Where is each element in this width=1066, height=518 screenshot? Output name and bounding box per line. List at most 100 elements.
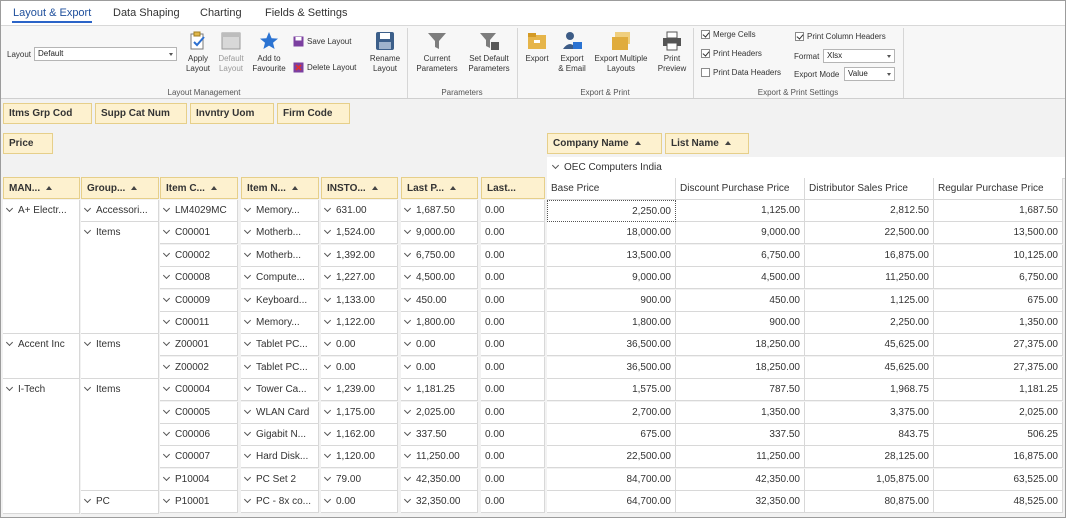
row-cell-item-code[interactable]: Z00002 bbox=[160, 356, 238, 379]
row-cell-last-p[interactable]: 0.00 bbox=[401, 356, 478, 379]
row-group-group[interactable]: PC bbox=[81, 491, 159, 514]
row-cell-item-name[interactable]: PC - 8x co... bbox=[241, 491, 319, 514]
row-cell-insto[interactable]: 0.00 bbox=[321, 356, 398, 379]
row-group-group[interactable]: Accessori... bbox=[81, 200, 159, 223]
value-cell[interactable]: 1,350.00 bbox=[676, 401, 805, 424]
row-cell-last-p[interactable]: 2,025.00 bbox=[401, 401, 478, 424]
layout-select[interactable]: Default bbox=[34, 47, 177, 61]
value-cell[interactable]: 1,181.25 bbox=[934, 379, 1063, 402]
row-cell-insto[interactable]: 631.00 bbox=[321, 200, 398, 222]
value-cell[interactable]: 22,500.00 bbox=[547, 446, 676, 469]
value-cell[interactable]: 2,250.00 bbox=[547, 200, 676, 222]
row-cell-last[interactable]: 0.00 bbox=[481, 200, 545, 222]
print-data-headers-checkbox[interactable]: Print Data Headers bbox=[701, 68, 781, 77]
row-field-item-name[interactable]: Item N... bbox=[241, 177, 319, 199]
row-cell-item-code[interactable]: C00005 bbox=[160, 401, 238, 424]
value-cell[interactable]: 1,968.75 bbox=[805, 379, 934, 402]
row-cell-item-code[interactable]: P10001 bbox=[160, 491, 238, 514]
row-cell-last[interactable]: 0.00 bbox=[481, 267, 545, 290]
value-cell[interactable]: 2,250.00 bbox=[805, 312, 934, 334]
value-cell[interactable]: 2,700.00 bbox=[547, 401, 676, 424]
value-cell[interactable]: 16,875.00 bbox=[934, 446, 1063, 469]
export-mode-select[interactable]: Value bbox=[844, 67, 895, 81]
row-cell-last[interactable]: 0.00 bbox=[481, 222, 545, 245]
row-cell-item-name[interactable]: PC Set 2 bbox=[241, 468, 319, 491]
tab-charting[interactable]: Charting bbox=[200, 7, 242, 19]
row-field-last-p[interactable]: Last P... bbox=[401, 177, 478, 199]
filter-field-invntry-uom[interactable]: Invntry Uom bbox=[190, 103, 274, 124]
row-cell-item-code[interactable]: C00011 bbox=[160, 312, 238, 334]
row-cell-item-name[interactable]: Memory... bbox=[241, 312, 319, 334]
row-cell-item-code[interactable]: Z00001 bbox=[160, 334, 238, 357]
value-cell[interactable]: 36,500.00 bbox=[547, 334, 676, 357]
filter-field-itms-grp-cod[interactable]: Itms Grp Cod bbox=[3, 103, 92, 124]
value-header[interactable]: Distributor Sales Price bbox=[805, 178, 934, 200]
row-field-man[interactable]: MAN... bbox=[3, 177, 80, 199]
row-cell-item-name[interactable]: Tablet PC... bbox=[241, 356, 319, 379]
value-cell[interactable]: 900.00 bbox=[547, 289, 676, 312]
row-cell-last-p[interactable]: 450.00 bbox=[401, 289, 478, 312]
row-cell-insto[interactable]: 1,133.00 bbox=[321, 289, 398, 312]
row-cell-insto[interactable]: 1,227.00 bbox=[321, 267, 398, 290]
row-cell-last-p[interactable]: 6,750.00 bbox=[401, 244, 478, 267]
rename-layout-button[interactable]: Rename Layout bbox=[367, 30, 403, 74]
row-group-manufacturer[interactable]: Accent Inc bbox=[3, 334, 80, 380]
row-cell-last-p[interactable]: 11,250.00 bbox=[401, 446, 478, 469]
row-cell-item-name[interactable]: Compute... bbox=[241, 267, 319, 290]
row-field-group[interactable]: Group... bbox=[81, 177, 159, 199]
print-headers-checkbox[interactable]: Print Headers bbox=[701, 49, 762, 58]
set-default-parameters-button[interactable]: Set Default Parameters bbox=[463, 30, 515, 74]
value-cell[interactable]: 18,250.00 bbox=[676, 356, 805, 379]
row-cell-item-code[interactable]: C00004 bbox=[160, 379, 238, 402]
data-field-price[interactable]: Price bbox=[3, 133, 53, 154]
value-cell[interactable]: 84,700.00 bbox=[547, 468, 676, 491]
row-cell-item-name[interactable]: Memory... bbox=[241, 200, 319, 222]
value-cell[interactable]: 1,800.00 bbox=[547, 312, 676, 334]
row-cell-last-p[interactable]: 1,800.00 bbox=[401, 312, 478, 334]
value-cell[interactable]: 843.75 bbox=[805, 424, 934, 446]
row-cell-last-p[interactable]: 1,687.50 bbox=[401, 200, 478, 222]
value-cell[interactable]: 506.25 bbox=[934, 424, 1063, 446]
row-cell-last[interactable]: 0.00 bbox=[481, 468, 545, 491]
row-cell-insto[interactable]: 0.00 bbox=[321, 334, 398, 357]
value-cell[interactable]: 4,500.00 bbox=[676, 267, 805, 290]
row-cell-insto[interactable]: 1,175.00 bbox=[321, 401, 398, 424]
value-cell[interactable]: 11,250.00 bbox=[676, 446, 805, 469]
value-header[interactable]: Discount Purchase Price bbox=[676, 178, 805, 200]
merge-cells-checkbox[interactable]: Merge Cells bbox=[701, 30, 756, 39]
value-cell[interactable]: 45,625.00 bbox=[805, 356, 934, 379]
value-cell[interactable]: 32,350.00 bbox=[676, 491, 805, 514]
row-cell-item-name[interactable]: WLAN Card bbox=[241, 401, 319, 424]
row-cell-last[interactable]: 0.00 bbox=[481, 446, 545, 469]
save-layout-button[interactable]: Save Layout bbox=[293, 36, 351, 47]
value-cell[interactable]: 9,000.00 bbox=[676, 222, 805, 245]
row-cell-item-name[interactable]: Tablet PC... bbox=[241, 334, 319, 357]
row-group-group[interactable]: Items bbox=[81, 379, 159, 492]
row-cell-insto[interactable]: 79.00 bbox=[321, 468, 398, 491]
tab-data-shaping[interactable]: Data Shaping bbox=[113, 7, 180, 19]
row-field-item-code[interactable]: Item C... bbox=[160, 177, 238, 199]
row-cell-insto[interactable]: 1,524.00 bbox=[321, 222, 398, 245]
tab-layout-export[interactable]: Layout & Export bbox=[11, 7, 93, 23]
row-cell-insto[interactable]: 1,239.00 bbox=[321, 379, 398, 402]
column-field-list-name[interactable]: List Name bbox=[665, 133, 749, 154]
row-cell-item-name[interactable]: Motherb... bbox=[241, 222, 319, 245]
value-cell[interactable]: 18,000.00 bbox=[547, 222, 676, 245]
value-cell[interactable]: 80,875.00 bbox=[805, 491, 934, 514]
value-cell[interactable]: 337.50 bbox=[676, 424, 805, 446]
value-cell[interactable]: 11,250.00 bbox=[805, 267, 934, 290]
value-cell[interactable]: 1,125.00 bbox=[805, 289, 934, 312]
filter-field-supp-cat-num[interactable]: Supp Cat Num bbox=[95, 103, 187, 124]
value-cell[interactable]: 28,125.00 bbox=[805, 446, 934, 469]
value-cell[interactable]: 16,875.00 bbox=[805, 244, 934, 267]
value-header[interactable]: Regular Purchase Price bbox=[934, 178, 1063, 200]
row-cell-item-code[interactable]: C00008 bbox=[160, 267, 238, 290]
value-cell[interactable]: 675.00 bbox=[547, 424, 676, 446]
row-field-last[interactable]: Last... bbox=[481, 177, 545, 199]
row-cell-last-p[interactable]: 337.50 bbox=[401, 424, 478, 446]
value-cell[interactable]: 63,525.00 bbox=[934, 468, 1063, 491]
value-cell[interactable]: 1,05,875.00 bbox=[805, 468, 934, 491]
row-cell-item-code[interactable]: C00002 bbox=[160, 244, 238, 267]
row-cell-insto[interactable]: 1,392.00 bbox=[321, 244, 398, 267]
value-cell[interactable]: 36,500.00 bbox=[547, 356, 676, 379]
